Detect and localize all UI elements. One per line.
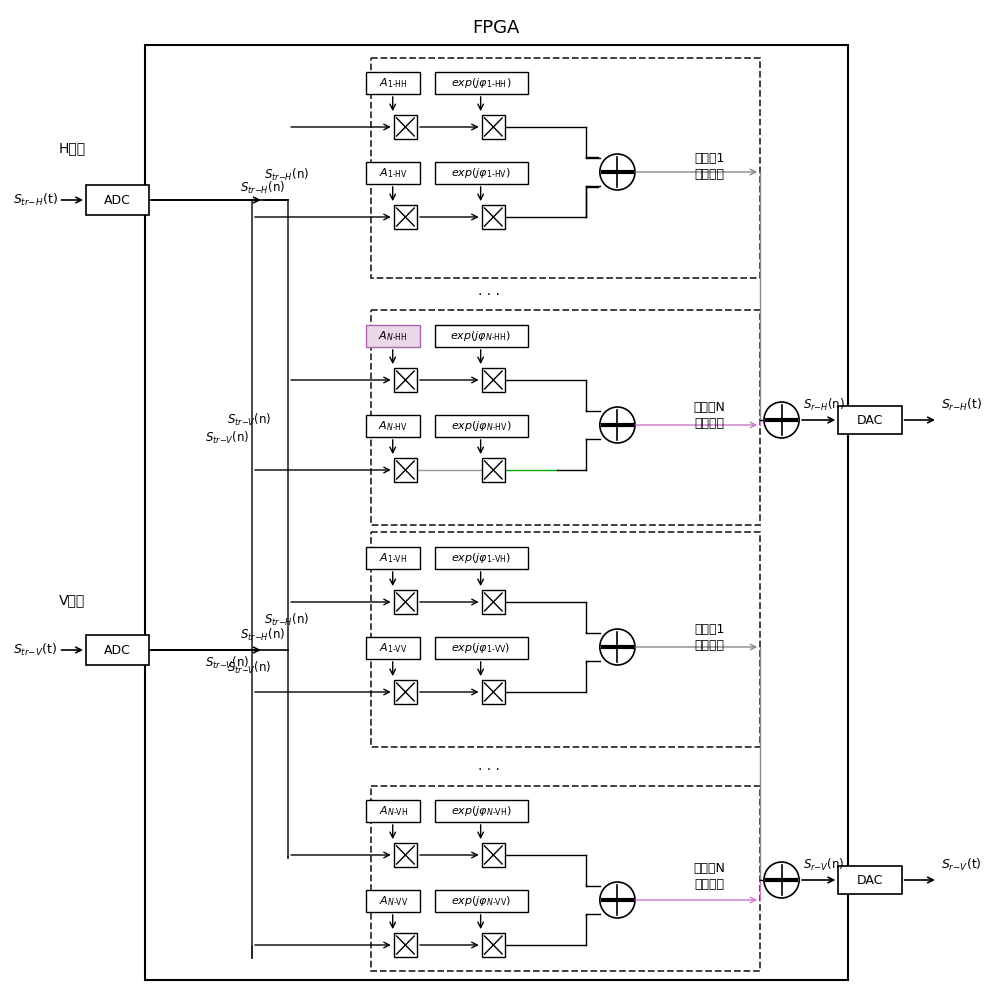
Bar: [434, 72, 527, 94]
Bar: [366, 162, 420, 184]
Text: $S_{tr\mathit{-H}}(\mathrm{n})$: $S_{tr\mathit{-H}}(\mathrm{n})$: [240, 627, 285, 643]
Text: H通道: H通道: [58, 141, 86, 155]
Text: $S_{tr\mathit{-V}}(\mathrm{n})$: $S_{tr\mathit{-V}}(\mathrm{n})$: [204, 655, 248, 671]
Bar: [434, 415, 527, 437]
Bar: [434, 637, 527, 659]
Text: $A_{1\text{-HH}}$: $A_{1\text{-HH}}$: [379, 76, 407, 90]
Text: $A_{N\text{-VV}}$: $A_{N\text{-VV}}$: [378, 894, 407, 908]
Text: $A_{1\text{-VV}}$: $A_{1\text{-VV}}$: [379, 641, 407, 655]
Text: $S_{r\mathit{-V}}(\mathrm{t})$: $S_{r\mathit{-V}}(\mathrm{t})$: [940, 857, 980, 873]
Text: $S_{tr\mathit{-V}}(\mathrm{n})$: $S_{tr\mathit{-V}}(\mathrm{n})$: [204, 430, 248, 446]
Text: $A_{N\text{-HV}}$: $A_{N\text{-HV}}$: [378, 419, 408, 433]
Bar: [371, 58, 759, 278]
Bar: [837, 866, 901, 894]
Bar: [837, 406, 901, 434]
Bar: [393, 933, 417, 957]
Bar: [393, 680, 417, 704]
Circle shape: [763, 862, 799, 898]
Bar: [144, 45, 847, 980]
Text: $S_{tr\mathit{-H}}(\mathrm{n})$: $S_{tr\mathit{-H}}(\mathrm{n})$: [240, 180, 285, 196]
Bar: [481, 458, 505, 482]
Bar: [393, 843, 417, 867]
Bar: [434, 800, 527, 822]
Text: $S_{r\mathit{-V}}(\mathrm{n})$: $S_{r\mathit{-V}}(\mathrm{n})$: [803, 857, 843, 873]
Bar: [86, 635, 149, 665]
Text: $S_{r\mathit{-H}}(\mathrm{t})$: $S_{r\mathit{-H}}(\mathrm{t})$: [940, 397, 981, 413]
Text: 极化调制: 极化调制: [693, 417, 724, 430]
Bar: [393, 368, 417, 392]
Text: · · ·: · · ·: [477, 288, 499, 302]
Text: $exp(j\varphi_{N\text{-HH}})$: $exp(j\varphi_{N\text{-HH}})$: [450, 329, 512, 343]
Text: $A_{N\text{-VH}}$: $A_{N\text{-VH}}$: [379, 804, 407, 818]
Text: $S_{tr\mathit{-V}}(\mathrm{n})$: $S_{tr\mathit{-V}}(\mathrm{n})$: [227, 660, 271, 676]
Bar: [366, 72, 420, 94]
Text: $exp(j\varphi_{1\text{-VV}})$: $exp(j\varphi_{1\text{-VV}})$: [451, 641, 511, 655]
Text: $A_{1\text{-HV}}$: $A_{1\text{-HV}}$: [379, 166, 407, 180]
Bar: [371, 310, 759, 525]
Text: $exp(j\varphi_{N\text{-HV}})$: $exp(j\varphi_{N\text{-HV}})$: [451, 419, 511, 433]
Bar: [371, 532, 759, 747]
Text: 极化调制: 极化调制: [693, 167, 724, 180]
Circle shape: [599, 882, 634, 918]
Text: $exp(j\varphi_{1\text{-VH}})$: $exp(j\varphi_{1\text{-VH}})$: [451, 551, 511, 565]
Text: ADC: ADC: [104, 644, 130, 656]
Bar: [393, 205, 417, 229]
Text: ADC: ADC: [104, 194, 130, 207]
Text: $S_{tr\mathit{-V}}(\mathrm{n})$: $S_{tr\mathit{-V}}(\mathrm{n})$: [227, 412, 271, 428]
Bar: [393, 458, 417, 482]
Bar: [366, 415, 420, 437]
Bar: [434, 890, 527, 912]
Bar: [366, 325, 420, 347]
Circle shape: [599, 154, 634, 190]
Bar: [434, 162, 527, 184]
Text: 散射点N: 散射点N: [692, 862, 725, 875]
Text: 散射点N: 散射点N: [692, 401, 725, 414]
Circle shape: [763, 402, 799, 438]
Bar: [481, 205, 505, 229]
Text: DAC: DAC: [856, 874, 881, 886]
Bar: [434, 325, 527, 347]
Bar: [481, 590, 505, 614]
Text: $exp(j\varphi_{N\text{-VH}})$: $exp(j\varphi_{N\text{-VH}})$: [451, 804, 511, 818]
Text: $A_{N\text{-HH}}$: $A_{N\text{-HH}}$: [378, 329, 407, 343]
Bar: [481, 680, 505, 704]
Text: $A_{1\text{-VH}}$: $A_{1\text{-VH}}$: [379, 551, 407, 565]
Text: FPGA: FPGA: [472, 19, 520, 37]
Bar: [481, 933, 505, 957]
Text: 散射点1: 散射点1: [693, 151, 724, 164]
Text: $exp(j\varphi_{1\text{-HH}})$: $exp(j\varphi_{1\text{-HH}})$: [451, 76, 511, 90]
Circle shape: [599, 629, 634, 665]
Bar: [434, 547, 527, 569]
Bar: [393, 590, 417, 614]
Bar: [481, 115, 505, 139]
Text: $S_{tr\mathit{-V}}(\mathrm{t})$: $S_{tr\mathit{-V}}(\mathrm{t})$: [13, 642, 57, 658]
Bar: [366, 800, 420, 822]
Bar: [366, 890, 420, 912]
Text: $exp(j\varphi_{N\text{-VV}})$: $exp(j\varphi_{N\text{-VV}})$: [451, 894, 511, 908]
Bar: [393, 115, 417, 139]
Bar: [371, 786, 759, 971]
Text: 极化调制: 极化调制: [693, 639, 724, 652]
Circle shape: [599, 407, 634, 443]
Text: 散射点1: 散射点1: [693, 623, 724, 636]
Text: 极化调制: 极化调制: [693, 878, 724, 891]
Bar: [366, 637, 420, 659]
Text: $exp(j\varphi_{1\text{-HV}})$: $exp(j\varphi_{1\text{-HV}})$: [451, 166, 511, 180]
Text: $S_{r\mathit{-H}}(\mathrm{n})$: $S_{r\mathit{-H}}(\mathrm{n})$: [803, 397, 844, 413]
Text: $S_{tr\mathit{-H}}(\mathrm{t})$: $S_{tr\mathit{-H}}(\mathrm{t})$: [13, 192, 57, 208]
Text: DAC: DAC: [856, 414, 881, 426]
Bar: [481, 843, 505, 867]
Bar: [481, 368, 505, 392]
Text: $S_{tr\mathit{-H}}(\mathrm{n})$: $S_{tr\mathit{-H}}(\mathrm{n})$: [263, 612, 309, 628]
Text: V通道: V通道: [58, 593, 85, 607]
Bar: [86, 185, 149, 215]
Text: $S_{tr\mathit{-H}}(\mathrm{n})$: $S_{tr\mathit{-H}}(\mathrm{n})$: [263, 167, 309, 183]
Text: · · ·: · · ·: [477, 763, 499, 777]
Bar: [366, 547, 420, 569]
